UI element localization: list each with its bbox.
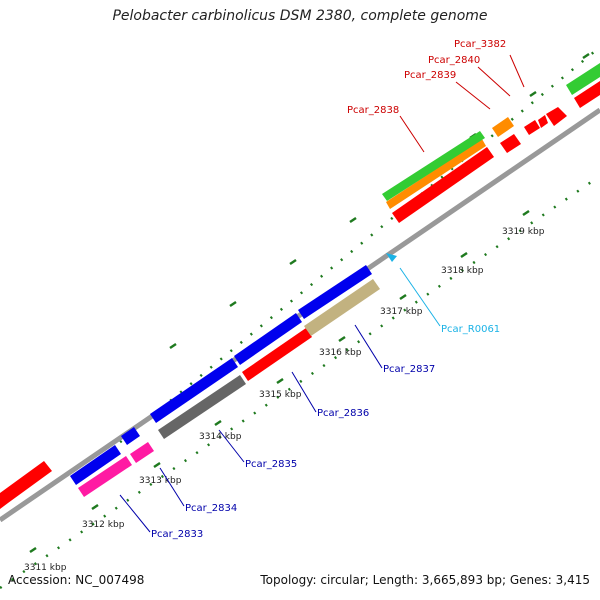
major-tick: [229, 300, 237, 308]
major-tick: [276, 377, 284, 385]
scale-label: 3318 kbp: [441, 266, 484, 276]
gene-red-small-1[interactable]: [538, 115, 548, 128]
leader-pcar-2833: [119, 494, 151, 533]
genome-backbone: [0, 107, 600, 523]
scale-label: 3319 kbp: [502, 227, 545, 237]
major-tick: [349, 216, 357, 224]
gene-pcar-2833[interactable]: [78, 456, 132, 497]
gene-pcar-2839[interactable]: [492, 117, 514, 137]
scale-label: 3313 kbp: [139, 476, 182, 486]
label-pcar-2840[interactable]: Pcar_2840: [428, 55, 480, 66]
major-tick: [399, 293, 407, 301]
gene-pcar-2836[interactable]: [242, 328, 312, 381]
gene-pcar-2834-magenta[interactable]: [130, 442, 154, 463]
gene-pcar-r0061[interactable]: [386, 253, 397, 262]
label-pcar-2835[interactable]: Pcar_2835: [245, 459, 297, 470]
major-tick: [289, 258, 297, 266]
label-pcar-2838[interactable]: Pcar_2838: [347, 105, 399, 116]
scale-label: 3317 kbp: [380, 307, 423, 317]
leader-pcar-2839: [455, 81, 491, 110]
major-tick: [214, 419, 222, 427]
gene-pcar-2835[interactable]: [158, 375, 246, 439]
gene-red-small-2[interactable]: [546, 107, 567, 126]
leader-lines: [119, 54, 525, 533]
leader-pcar-2835: [218, 429, 245, 463]
major-tick: [91, 503, 99, 511]
leader-pcar-2836: [291, 371, 317, 413]
scale-label: 3314 kbp: [199, 432, 242, 442]
leader-pcar-3382: [509, 54, 525, 88]
leader-pcar-2837: [354, 324, 383, 369]
scale-label: 3312 kbp: [82, 520, 125, 530]
gene-pcar-2838[interactable]: [392, 147, 494, 223]
topology-label: Topology: circular; Length: 3,665,893 bp…: [260, 573, 590, 587]
accession-label: Accession: NC_007498: [8, 573, 145, 587]
gene-pcar-2836-blue[interactable]: [234, 313, 302, 365]
gene-pcar-2838-green[interactable]: [382, 131, 485, 201]
label-pcar-r0061[interactable]: Pcar_R0061: [441, 324, 500, 335]
gene-labels: Pcar_3382 Pcar_2840 Pcar_2839 Pcar_2838 …: [151, 39, 506, 540]
label-pcar-2834[interactable]: Pcar_2834: [185, 503, 237, 514]
gene-pcar-3382[interactable]: [566, 63, 600, 95]
major-tick: [529, 90, 537, 98]
label-pcar-2837[interactable]: Pcar_2837: [383, 364, 435, 375]
gene-blue-upper[interactable]: [298, 265, 372, 319]
major-tick: [582, 52, 590, 60]
leader-pcar-2834: [159, 467, 185, 507]
gene-red-right[interactable]: [574, 81, 600, 108]
map-title: Pelobacter carbinolicus DSM 2380, comple…: [112, 8, 488, 24]
scale-label: 3316 kbp: [319, 348, 362, 358]
label-pcar-2833[interactable]: Pcar_2833: [151, 529, 203, 540]
major-tick: [169, 342, 177, 350]
scale-labels: 3311 kbp 3312 kbp 3313 kbp 3314 kbp 3315…: [24, 227, 545, 573]
gene-features: [0, 63, 600, 509]
gene-pcar-2838-orange[interactable]: [386, 139, 486, 209]
gene-blue-small[interactable]: [121, 427, 140, 445]
gene-feature-red-left[interactable]: [0, 461, 52, 509]
label-pcar-2839[interactable]: Pcar_2839: [404, 70, 456, 81]
scale-label: 3315 kbp: [259, 390, 302, 400]
gene-pcar-2840[interactable]: [500, 134, 521, 153]
leader-pcar-2840: [477, 66, 511, 97]
leader-pcar-2838: [399, 115, 425, 153]
major-tick: [338, 335, 346, 343]
gene-pcar-2837[interactable]: [304, 279, 380, 336]
gene-pcar-2834[interactable]: [70, 445, 121, 485]
major-tick: [522, 209, 530, 217]
major-tick: [460, 251, 468, 259]
major-tick: [29, 546, 37, 554]
leader-pcar-r0061: [399, 267, 441, 327]
scale-label: 3311 kbp: [24, 563, 67, 573]
gene-pcar-2835-blue[interactable]: [150, 358, 238, 423]
label-pcar-2836[interactable]: Pcar_2836: [317, 408, 369, 419]
gene-red-mid[interactable]: [524, 120, 540, 135]
major-tick: [153, 461, 161, 469]
label-pcar-3382[interactable]: Pcar_3382: [454, 39, 506, 50]
